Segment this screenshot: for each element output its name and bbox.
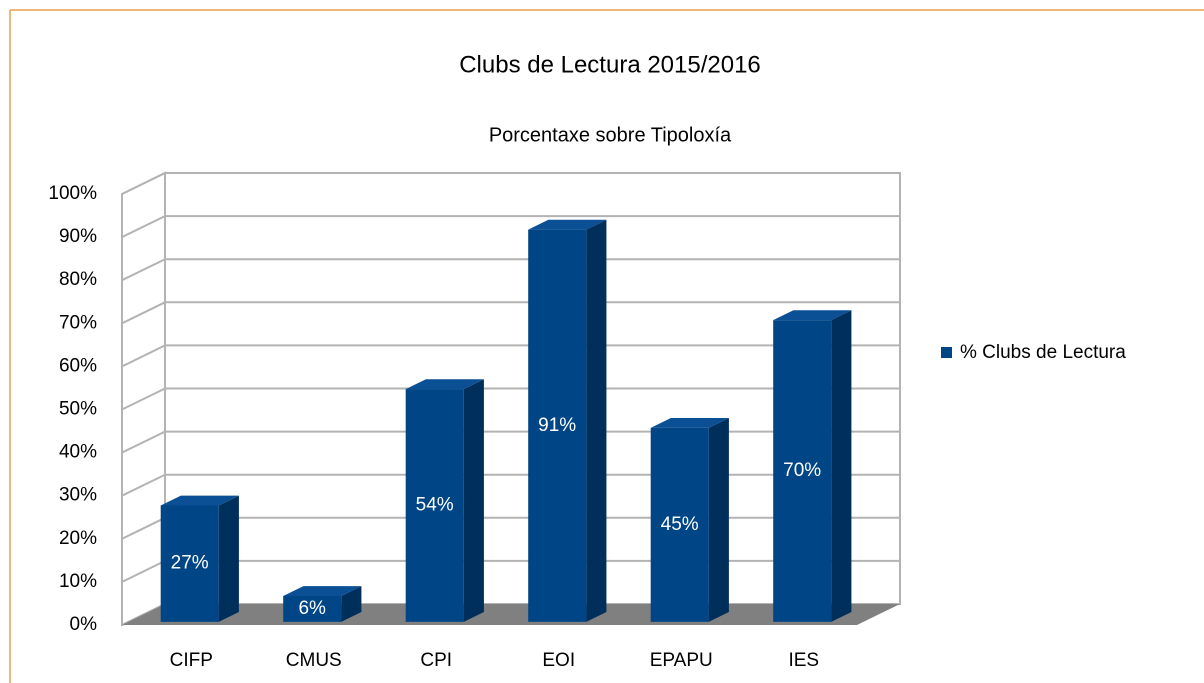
- bar-top: [405, 379, 484, 390]
- grid-line: [121, 387, 900, 411]
- bar-side: [831, 310, 852, 622]
- data-label: 54%: [416, 494, 454, 515]
- y-tick-label: 100%: [48, 183, 97, 204]
- bar-top: [650, 418, 729, 428]
- x-tick-label: CIFP: [170, 650, 213, 671]
- bar-side: [218, 495, 239, 622]
- bar: [283, 595, 342, 622]
- bar-side: [341, 586, 362, 622]
- data-label: 91%: [538, 415, 576, 436]
- bar-top: [283, 586, 362, 596]
- data-label: 6%: [298, 598, 326, 619]
- legend-swatch: [941, 347, 952, 358]
- x-tick-label: IES: [788, 650, 819, 671]
- y-tick-label: 0%: [70, 614, 98, 635]
- bar-top: [773, 310, 852, 321]
- y-tick-label: 90%: [59, 226, 97, 247]
- y-tick-label: 80%: [59, 269, 97, 290]
- bar-side: [708, 418, 729, 622]
- grid-line: [121, 172, 900, 195]
- grid-line: [121, 215, 900, 238]
- y-tick-label: 30%: [59, 485, 97, 506]
- x-tick-label: EPAPU: [650, 650, 713, 671]
- y-tick-label: 60%: [59, 355, 97, 376]
- bar: [405, 389, 464, 622]
- bar: [160, 505, 219, 622]
- x-tick-label: EOI: [542, 650, 575, 671]
- bar: [773, 320, 832, 622]
- y-tick-label: 70%: [59, 312, 97, 333]
- bar: [650, 427, 709, 622]
- chart-title: Clubs de Lectura 2015/2016: [459, 51, 761, 78]
- data-label: 70%: [783, 460, 821, 481]
- bar: [528, 229, 587, 622]
- data-label: 27%: [171, 553, 209, 574]
- x-tick-label: CPI: [420, 650, 452, 671]
- grid-line: [121, 258, 900, 282]
- grid-line: [121, 301, 900, 325]
- bar-top: [528, 219, 607, 230]
- bar-top: [160, 495, 239, 506]
- y-tick-label: 40%: [59, 442, 97, 463]
- bar-side: [463, 379, 484, 622]
- y-tick-label: 20%: [59, 528, 97, 549]
- data-label: 45%: [661, 514, 699, 535]
- bar-side: [586, 219, 607, 622]
- y-tick-label: 50%: [59, 399, 97, 420]
- chart-subtitle: Porcentaxe sobre Tipoloxía: [489, 124, 732, 146]
- y-tick-label: 10%: [59, 571, 97, 592]
- x-tick-label: CMUS: [286, 650, 342, 671]
- legend-label: % Clubs de Lectura: [960, 342, 1126, 363]
- grid-line: [121, 344, 900, 368]
